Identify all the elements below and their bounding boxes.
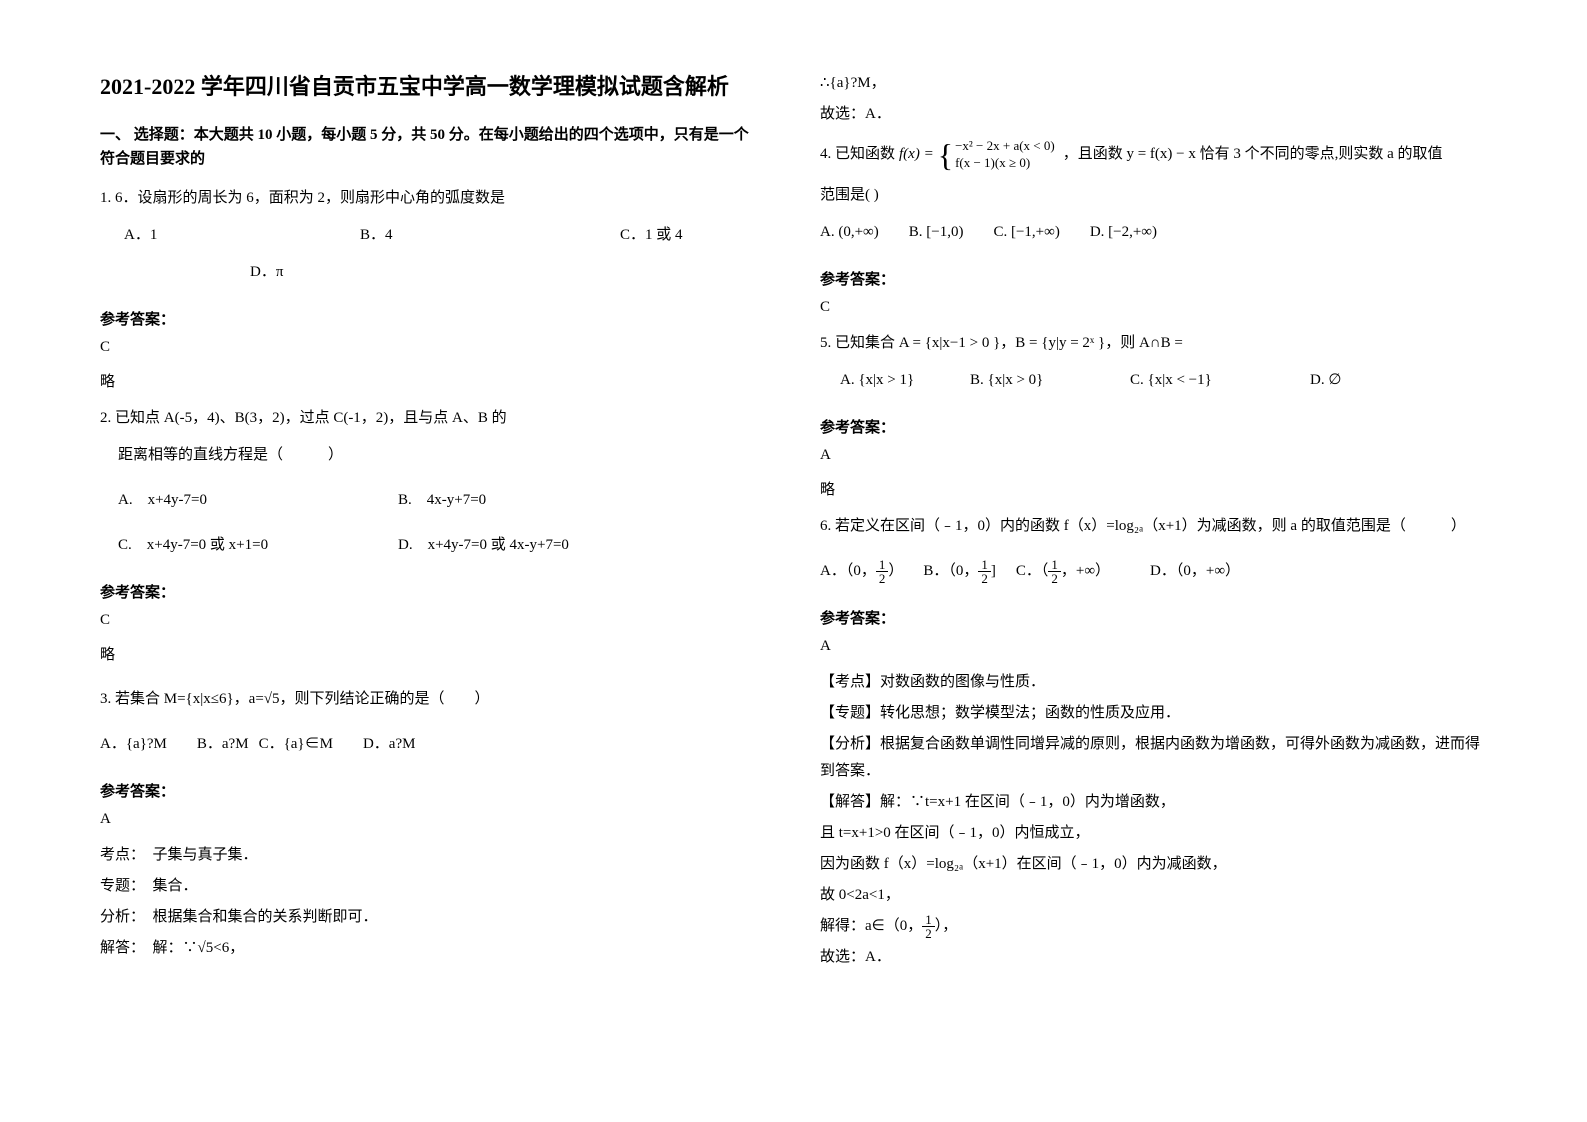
q5-optA: A. {x|x > 1} bbox=[820, 367, 970, 394]
q1-answer: C bbox=[100, 339, 760, 356]
q2-stem2: 距离相等的直线方程是（ ） bbox=[100, 442, 760, 469]
q2-note: 略 bbox=[100, 643, 760, 664]
q6-line8-suf: ）， bbox=[935, 913, 958, 940]
q4-pw-bot: f(x − 1)(x ≥ 0) bbox=[955, 155, 1055, 172]
q2-options-row2: C. x+4y-7=0 或 x+1=0 D. x+4y-7=0 或 4x-y+7… bbox=[100, 532, 760, 559]
frac-half-icon: 12 bbox=[922, 913, 935, 940]
frac-half-icon: 12 bbox=[876, 558, 889, 585]
q4-pw-top: −x² − 2x + a(x < 0) bbox=[955, 138, 1055, 155]
q5-optB: B. {x|x > 0} bbox=[970, 367, 1130, 394]
q3-stem: 3. 若集合 M={x|x≤6}，a=√5，则下列结论正确的是（ ） bbox=[100, 686, 760, 713]
q4-prefix: 4. 已知函数 bbox=[820, 144, 895, 165]
q6-optB-pre: B．（0， bbox=[923, 558, 978, 585]
q2-optC: C. x+4y-7=0 或 x+1=0 bbox=[118, 532, 398, 559]
q2-optD: D. x+4y-7=0 或 4x-y+7=0 bbox=[398, 532, 569, 559]
page-title: 2021-2022 学年四川省自贡市五宝中学高一数学理模拟试题含解析 bbox=[100, 70, 760, 103]
q6-optA-suf: ） bbox=[888, 558, 903, 585]
q1-optC-cont bbox=[100, 259, 250, 286]
q2-answer-label: 参考答案： bbox=[100, 581, 760, 602]
q2-stem1: 2. 已知点 A(-5，4)、B(3，2)，过点 C(-1，2)，且与点 A、B… bbox=[100, 405, 760, 432]
q4-optD: D. [−2,+∞) bbox=[1090, 219, 1157, 246]
q6-line8: 解得：a∈（0， 12 ）， bbox=[820, 913, 1480, 940]
q4-optC: C. [−1,+∞) bbox=[993, 219, 1059, 246]
q4-stem2: 范围是( ) bbox=[820, 182, 1480, 209]
q5-answer: A bbox=[820, 447, 1480, 464]
q1-optD: D．π bbox=[250, 259, 283, 286]
q2-options-row1: A. x+4y-7=0 B. 4x-y+7=0 bbox=[100, 487, 760, 514]
q3-optA: A．{a}?M bbox=[100, 731, 167, 758]
q1-note: 略 bbox=[100, 370, 760, 391]
q3-line2: 专题： 集合． bbox=[100, 873, 760, 900]
q4-piecewise: { −x² − 2x + a(x < 0) f(x − 1)(x ≥ 0) bbox=[938, 138, 1055, 172]
q3-line3: 分析： 根据集合和集合的关系判断即可． bbox=[100, 904, 760, 931]
frac-half-icon: 12 bbox=[1048, 558, 1061, 585]
q6-line9: 故选：A． bbox=[820, 944, 1480, 971]
q6-options: A．（0， 12 ） B．（0， 12 ] C．（ 12 ，+∞） D．（0，+… bbox=[820, 558, 1480, 585]
q4-answer: C bbox=[820, 299, 1480, 316]
q3-options: A．{a}?M B．a?M C．{a}∈M D．a?M bbox=[100, 731, 760, 758]
q1-options-row2: D．π bbox=[100, 259, 760, 286]
q5-optD: D. ∅ bbox=[1310, 367, 1341, 394]
q6-line3: 【分析】根据复合函数单调性同增异减的原则，根据内函数为增函数，可得外函数为减函数… bbox=[820, 731, 1480, 785]
q6-line1: 【考点】对数函数的图像与性质． bbox=[820, 669, 1480, 696]
q6-line2: 【专题】转化思想；数学模型法；函数的性质及应用． bbox=[820, 700, 1480, 727]
q2-optA: A. x+4y-7=0 bbox=[118, 487, 398, 514]
q1-stem: 1. 6．设扇形的周长为 6，面积为 2，则扇形中心角的弧度数是 bbox=[100, 185, 760, 212]
q3-line4: 解答： 解：∵√5<6， bbox=[100, 935, 760, 962]
q6-optC: C．（ 12 ，+∞） bbox=[1016, 558, 1110, 585]
q1-optB: B．4 bbox=[360, 222, 560, 249]
q5-note: 略 bbox=[820, 478, 1480, 499]
q3-optD: D．a?M bbox=[363, 731, 416, 758]
q6-line6: 因为函数 f（x）=log₂ₐ（x+1）在区间（﹣1，0）内为减函数， bbox=[820, 851, 1480, 878]
q3-answer-label: 参考答案： bbox=[100, 780, 760, 801]
col2-line1: ∴{a}?M， bbox=[820, 70, 1480, 97]
q6-optB: B．（0， 12 ] bbox=[923, 558, 996, 585]
q6-optA-pre: A．（0， bbox=[820, 558, 876, 585]
q6-optC-pre: C．（ bbox=[1016, 558, 1049, 585]
q4-answer-label: 参考答案： bbox=[820, 268, 1480, 289]
q4-optB: B. [−1,0) bbox=[909, 219, 964, 246]
q5-optC: C. {x|x < −1} bbox=[1130, 367, 1310, 394]
q1-answer-label: 参考答案： bbox=[100, 308, 760, 329]
q6-line8-pre: 解得：a∈（0， bbox=[820, 913, 922, 940]
q2-answer: C bbox=[100, 612, 760, 629]
q3-answer: A bbox=[100, 811, 760, 828]
q6-stem: 6. 若定义在区间（﹣1，0）内的函数 f（x）=log₂ₐ（x+1）为减函数，… bbox=[820, 513, 1480, 540]
q4-fx-label: f(x) = bbox=[899, 144, 934, 165]
q5-stem: 5. 已知集合 A = {x|x−1 > 0 }，B = {y|y = 2ˣ }… bbox=[820, 330, 1480, 357]
q5-answer-label: 参考答案： bbox=[820, 416, 1480, 437]
frac-half-icon: 12 bbox=[978, 558, 991, 585]
q5-options: A. {x|x > 1} B. {x|x > 0} C. {x|x < −1} … bbox=[820, 367, 1480, 394]
col2-line2: 故选：A． bbox=[820, 101, 1480, 128]
q3-optC: C．{a}∈M bbox=[259, 731, 333, 758]
q6-optD: D．（0，+∞） bbox=[1150, 558, 1240, 585]
q6-answer-label: 参考答案： bbox=[820, 607, 1480, 628]
q6-optA: A．（0， 12 ） bbox=[820, 558, 903, 585]
q6-optC-suf: ，+∞） bbox=[1061, 558, 1110, 585]
q4-options: A. (0,+∞) B. [−1,0) C. [−1,+∞) D. [−2,+∞… bbox=[820, 219, 1480, 246]
q3-line1: 考点： 子集与真子集． bbox=[100, 842, 760, 869]
q1-optA: A．1 bbox=[100, 222, 300, 249]
q1-options-row1: A．1 B．4 C．1 或 4 bbox=[100, 222, 760, 249]
q4-stem: 4. 已知函数 f(x) = { −x² − 2x + a(x < 0) f(x… bbox=[820, 138, 1480, 172]
q6-line7: 故 0<2a<1， bbox=[820, 882, 1480, 909]
q2-optB: B. 4x-y+7=0 bbox=[398, 487, 486, 514]
q1-optC: C．1 或 4 bbox=[620, 222, 683, 249]
q3-optB: B．a?M bbox=[197, 731, 249, 758]
q6-optB-suf: ] bbox=[991, 558, 996, 585]
q4-suffix: ，且函数 y = f(x) − x 恰有 3 个不同的零点,则实数 a 的取值 bbox=[1063, 144, 1443, 165]
q6-answer: A bbox=[820, 638, 1480, 655]
brace-icon: { bbox=[938, 139, 953, 171]
section-header: 一、 选择题：本大题共 10 小题，每小题 5 分，共 50 分。在每小题给出的… bbox=[100, 123, 760, 171]
q6-line4: 【解答】解：∵t=x+1 在区间（﹣1，0）内为增函数， bbox=[820, 789, 1480, 816]
q6-line5: 且 t=x+1>0 在区间（﹣1，0）内恒成立， bbox=[820, 820, 1480, 847]
q4-optA: A. (0,+∞) bbox=[820, 219, 879, 246]
